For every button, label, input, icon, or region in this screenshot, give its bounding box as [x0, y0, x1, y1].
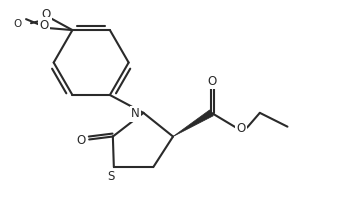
- Text: O: O: [13, 19, 21, 29]
- Polygon shape: [173, 110, 213, 136]
- Text: O: O: [39, 19, 48, 32]
- Text: O: O: [237, 122, 246, 135]
- Text: O: O: [77, 134, 86, 147]
- Text: O: O: [208, 75, 217, 88]
- Text: O: O: [41, 8, 50, 21]
- Text: N: N: [131, 107, 140, 120]
- Text: S: S: [107, 171, 114, 183]
